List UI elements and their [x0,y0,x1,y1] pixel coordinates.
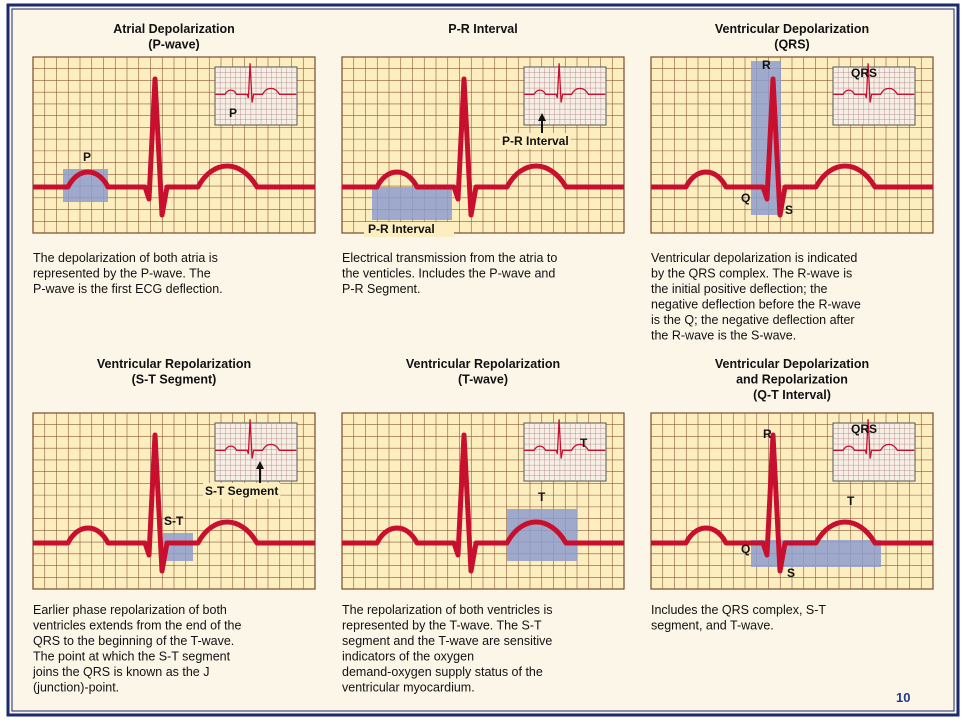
panel-description: Electrical transmission from the atria t… [342,251,557,265]
panel-description: demand-oxygen supply status of the [342,665,543,679]
wave-label: R [763,427,772,441]
wave-label: T [538,490,546,504]
panel-title: Atrial Depolarization [113,22,235,36]
inset-label: S-T Segment [205,484,278,498]
panel-description: P-wave is the first ECG deflection. [33,282,223,296]
panel-description: the initial positive deflection; the [651,282,828,296]
panel-title: Ventricular Repolarization [97,357,251,371]
panel-title: (T-wave) [458,373,508,387]
panel-description: The point at which the S-T segment [33,650,231,664]
panel-description: The repolarization of both ventricles is [342,603,553,617]
page-number: 10 [896,690,910,705]
highlight [372,187,452,220]
panel-description: represented by the P-wave. The [33,267,211,281]
panel-title: (QRS) [774,38,809,52]
wave-label: S [785,203,793,217]
panel-description: Earlier phase repolarization of both [33,603,227,617]
panel-title: Ventricular Depolarization [715,357,869,371]
panel-description: joins the QRS is known as the J [32,665,209,679]
inset-label: QRS [851,422,877,436]
inset-label: T [580,436,588,450]
panel-title: (Q-T Interval) [753,388,831,402]
wave-label: S-T [164,514,184,528]
panel-title: Ventricular Repolarization [406,357,560,371]
wave-label: Q [741,191,750,205]
panel-description: by the QRS complex. The R-wave is [651,267,852,281]
panel-title: and Repolarization [736,373,848,387]
panel-title: P-R Interval [448,22,517,36]
wave-label: Q [741,542,750,556]
panel-description: The depolarization of both atria is [33,251,218,265]
panel-title: (P-wave) [148,38,199,52]
wave-label: R [762,58,771,72]
wave-label: P [83,150,91,164]
panel-description: segment, and T-wave. [651,619,774,633]
panel-description: P-R Segment. [342,282,421,296]
panel-description: (junction)-point. [33,681,119,695]
panel-description: the R-wave is the S-wave. [651,329,796,343]
panel-title: (S-T Segment) [132,373,217,387]
wave-label: P-R Interval [368,222,435,236]
panel-description: segment and the T-wave are sensitive [342,634,552,648]
inset-label: P-R Interval [502,134,569,148]
panel-description: is the Q; the negative deflection after [651,313,855,327]
panel-description: negative deflection before the R-wave [651,298,861,312]
inset-label: QRS [851,66,877,80]
inset-label: P [229,106,237,120]
panel-title: Ventricular Depolarization [715,22,869,36]
panel-description: the venticles. Includes the P-wave and [342,267,555,281]
panel-description: Ventricular depolarization is indicated [651,251,857,265]
panel-description: Includes the QRS complex, S-T [651,603,826,617]
panel-description: represented by the T-wave. The S-T [342,619,542,633]
highlight [507,509,577,561]
panel-description: ventricles extends from the end of the [33,619,241,633]
page: 10 Atrial Depolarization (P-wave) P P The de… [0,0,967,722]
wave-label: S [787,566,795,580]
panel-description: ventricular myocardium. [342,681,475,695]
wave-label: T [847,494,855,508]
panel-description: QRS to the beginning of the T-wave. [33,634,234,648]
panel-description: indicators of the oxygen [342,650,474,664]
